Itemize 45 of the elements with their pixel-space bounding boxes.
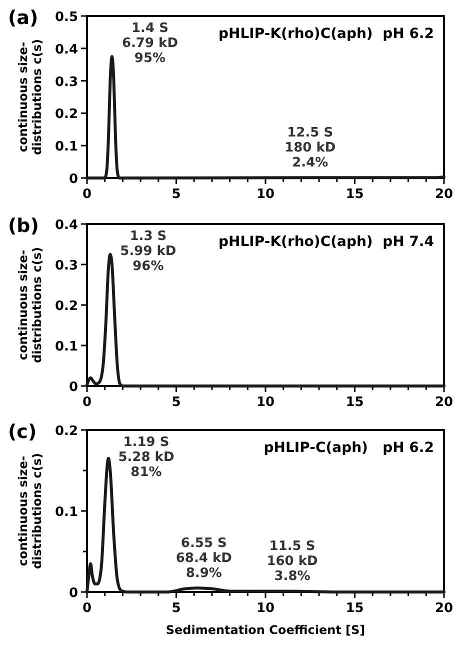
- annotation: 1.3 S 5.99 kD 96%: [120, 229, 176, 274]
- x-tick-label: 5: [172, 187, 181, 202]
- annotation: 6.55 S 68.4 kD 8.9%: [176, 536, 232, 581]
- annotation: 1.4 S 6.79 kD 95%: [122, 21, 178, 66]
- x-tick-label: 0: [82, 395, 92, 410]
- x-tick-label: 20: [434, 187, 454, 202]
- annotation: 11.5 S 160 kD 3.8%: [266, 539, 318, 584]
- y-tick-label: 0.1: [54, 340, 78, 354]
- y-tick-label: 0.1: [54, 505, 78, 520]
- y-tick-label: 0: [68, 380, 78, 395]
- x-tick-label: 15: [346, 601, 364, 616]
- x-tick-label: 10: [256, 601, 275, 616]
- y-tick-label: 0.3: [54, 74, 78, 90]
- chart-title: (c): [8, 421, 37, 443]
- chart-title: (a): [8, 7, 38, 29]
- annotation: pHLIP-K(rho)C(aph) pH 6.2: [218, 26, 434, 42]
- annotation: 12.5 S 180 kD 2.4%: [284, 126, 336, 171]
- y-tick-label: 0.3: [54, 258, 78, 274]
- y-tick-label: 0.4: [54, 42, 78, 58]
- chart-title: (b): [8, 215, 39, 237]
- y-tick-label: 0.5: [54, 10, 78, 25]
- x-tick-label: 0: [82, 601, 92, 616]
- x-tick-label: 20: [434, 601, 454, 616]
- annotation: pHLIP-C(aph) pH 6.2: [264, 440, 434, 456]
- y-tick-label: 0.2: [54, 299, 78, 314]
- y-axis-title: continuous size- distributions c(s): [16, 453, 44, 569]
- x-tick-label: 0: [82, 187, 92, 202]
- x-tick-label: 15: [346, 395, 364, 410]
- y-axis-title: continuous size- distributions c(s): [16, 247, 44, 363]
- x-tick-label: 5: [172, 601, 181, 616]
- annotation: pHLIP-K(rho)C(aph) pH 7.4: [218, 234, 434, 250]
- annotation: 1.19 S 5.28 kD 81%: [118, 435, 174, 480]
- x-axis-title: Sedimentation Coefficient [S]: [166, 623, 366, 637]
- y-tick-label: 0: [68, 172, 78, 187]
- y-tick-label: 0.4: [54, 218, 78, 233]
- y-tick-label: 0.2: [54, 424, 78, 439]
- x-tick-label: 10: [256, 187, 275, 202]
- y-axis-title: continuous size- distributions c(s): [16, 39, 44, 155]
- x-tick-label: 15: [346, 187, 364, 202]
- x-tick-label: 10: [256, 395, 275, 410]
- x-tick-label: 5: [172, 395, 181, 410]
- y-tick-label: 0.2: [54, 107, 78, 122]
- x-tick-label: 20: [434, 395, 454, 410]
- y-tick-label: 0: [68, 586, 78, 601]
- y-tick-label: 0.1: [54, 140, 78, 155]
